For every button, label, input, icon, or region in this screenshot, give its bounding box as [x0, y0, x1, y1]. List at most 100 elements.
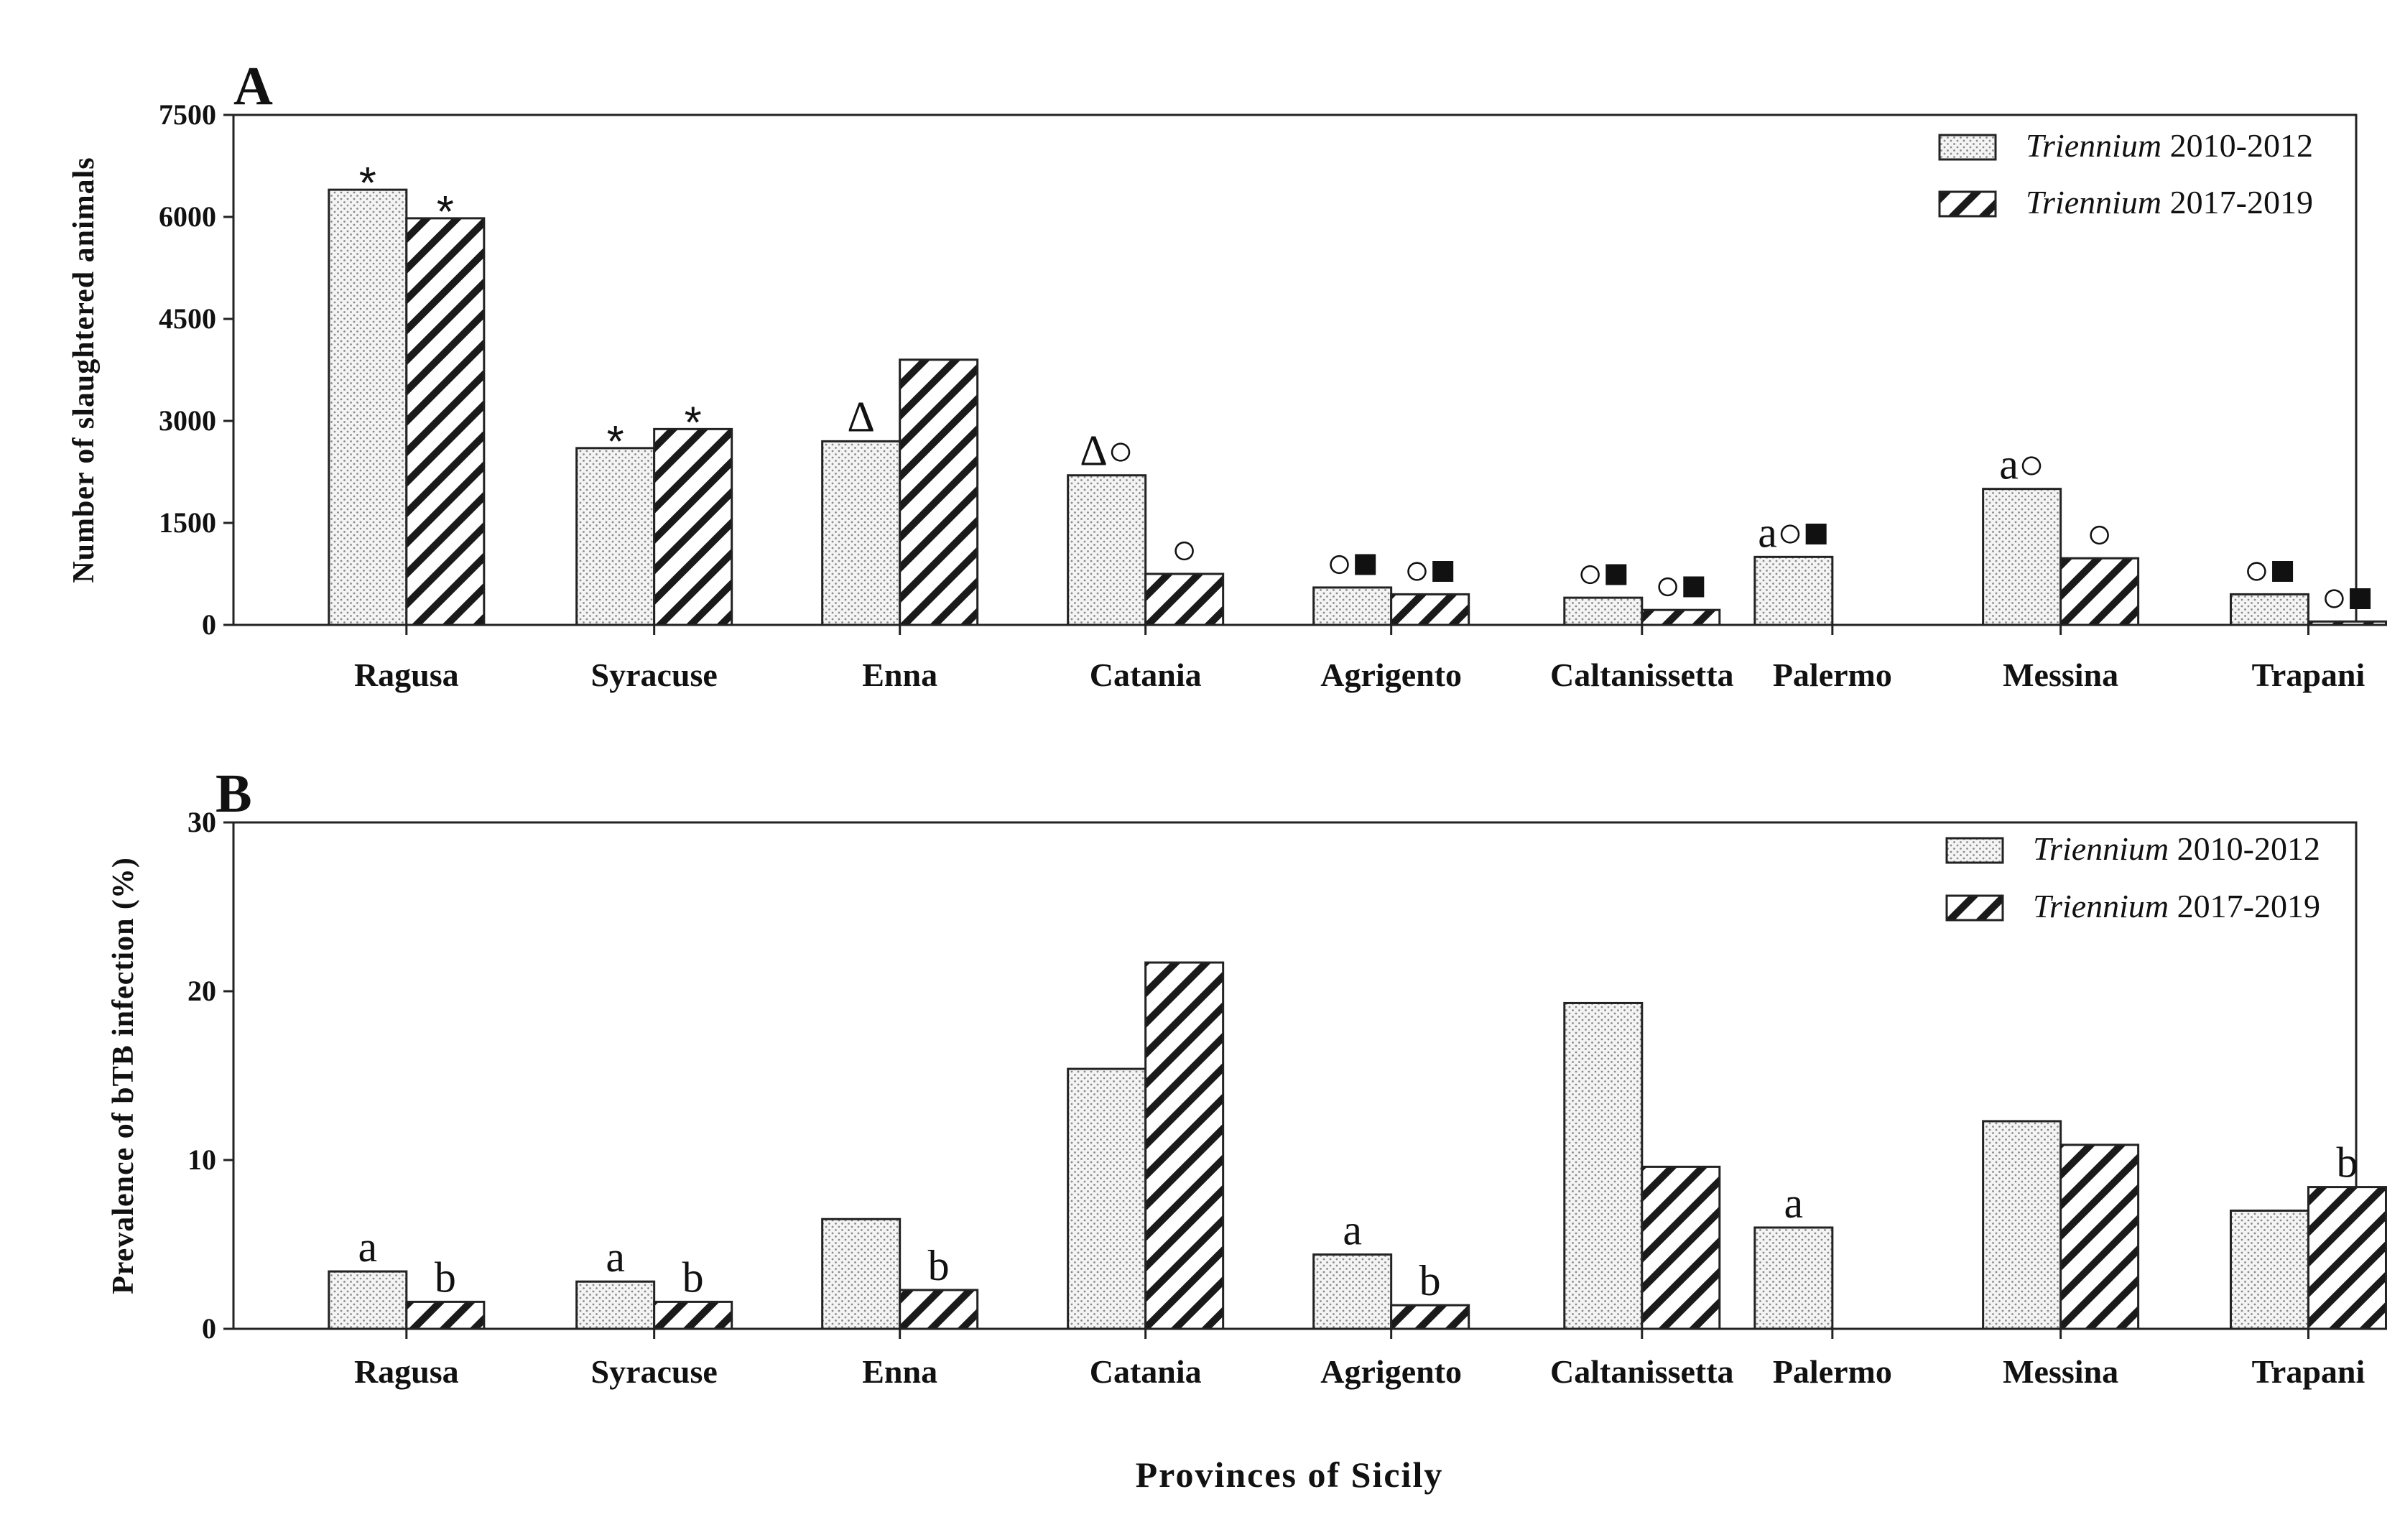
legend-label: Triennium 2017-2019	[2033, 888, 2320, 924]
bar-2017-2019	[653, 427, 733, 626]
bar-2017-2019	[1144, 961, 1225, 1330]
significance-marker: Δ○	[1080, 427, 1134, 475]
bar-2017-2019	[899, 1289, 979, 1330]
x-tick-label: Caltanissetta	[1550, 657, 1734, 693]
panel-label: A	[233, 56, 273, 116]
x-axis-label: Provinces of Sicily	[1136, 1455, 1444, 1495]
legend-swatch	[1945, 837, 2004, 864]
bar-2017-2019	[2307, 620, 2387, 626]
x-tick-label: Palermo	[1773, 1353, 1892, 1390]
significance-marker: *	[685, 398, 702, 447]
x-tick-label: Syracuse	[591, 657, 718, 693]
legend-swatch	[1945, 894, 2004, 922]
y-tick-label: 6000	[159, 200, 216, 233]
significance-marker: ○■	[2243, 546, 2295, 593]
plot-frame	[232, 113, 2358, 626]
x-tick-label: Palermo	[1773, 657, 1892, 693]
x-tick-label: Ragusa	[354, 1353, 459, 1390]
bar-2017-2019	[1390, 593, 1470, 626]
significance-marker: ○	[1172, 526, 1197, 573]
significance-marker: Δ	[847, 393, 875, 440]
panel-label: B	[216, 764, 252, 824]
legend-label: Triennium 2010-2012	[2026, 127, 2313, 164]
bar-2010-2012	[2229, 593, 2309, 626]
significance-marker: b	[435, 1253, 456, 1301]
y-tick-label: 20	[187, 975, 216, 1007]
bar-2010-2012	[1067, 474, 1147, 626]
significance-marker: ○■	[1655, 562, 1707, 609]
bar-2010-2012	[1563, 1001, 1644, 1330]
bar-2010-2012	[2229, 1210, 2309, 1330]
panel-a: 0 1500 3000 4500 6000 7500 Number of slaughter…	[68, 56, 2387, 693]
bar-2010-2012	[821, 1217, 902, 1330]
bar-2010-2012	[1067, 1067, 1147, 1330]
x-tick-label: Ragusa	[354, 657, 459, 693]
bar-2017-2019	[1144, 572, 1225, 626]
legend-swatch	[1938, 134, 1997, 161]
y-tick-label: 0	[202, 1312, 216, 1345]
legend-label: Triennium 2017-2019	[2026, 184, 2313, 221]
x-tick-label: Catania	[1090, 657, 1202, 693]
bar-2010-2012	[328, 188, 408, 626]
x-tick-label: Enna	[862, 657, 937, 693]
y-tick-label: 30	[187, 806, 216, 838]
x-tick-label: Catania	[1090, 1353, 1202, 1390]
significance-marker: ○	[2087, 510, 2113, 557]
significance-marker: a○	[1999, 441, 2044, 488]
y-tick-label: 1500	[159, 506, 216, 539]
bar-2017-2019	[2059, 1144, 2140, 1330]
y-tick-label: 0	[202, 608, 216, 641]
legend-swatch	[1938, 190, 1997, 218]
x-tick-label: Agrigento	[1320, 657, 1462, 693]
bar-2010-2012	[821, 440, 902, 626]
x-tick-label: Trapani	[2252, 1353, 2365, 1390]
x-tick-label: Caltanissetta	[1550, 1353, 1734, 1390]
bar-2010-2012	[328, 1270, 408, 1330]
bar-2017-2019	[1641, 1165, 1721, 1330]
significance-marker: *	[437, 187, 454, 237]
bar-2017-2019	[653, 1300, 733, 1330]
bar-2017-2019	[405, 1300, 486, 1330]
y-tick-label: 7500	[159, 98, 216, 131]
bar-2017-2019	[899, 358, 979, 626]
bar-2010-2012	[1312, 586, 1393, 626]
significance-marker: *	[359, 159, 376, 208]
y-tick-label: 3000	[159, 404, 216, 437]
y-axis-label: Prevalence of bTB infection (%)	[107, 857, 140, 1294]
plot-frame	[232, 821, 2358, 1330]
significance-marker: a○■	[1758, 509, 1829, 556]
legend-label: Triennium 2010-2012	[2033, 830, 2320, 867]
bar-2017-2019	[1641, 608, 1721, 626]
significance-marker: b	[2336, 1139, 2358, 1187]
bar-2010-2012	[1563, 596, 1644, 626]
significance-marker: a	[1784, 1179, 1804, 1227]
bar-2010-2012	[1982, 1120, 2062, 1330]
x-tick-label: Trapani	[2252, 657, 2365, 693]
bar-2017-2019	[405, 217, 486, 626]
significance-marker: a	[606, 1233, 625, 1281]
bar-2010-2012	[1753, 555, 1834, 626]
significance-marker: ○■	[1577, 549, 1629, 597]
significance-marker: ○■	[1404, 546, 1455, 593]
significance-marker: a	[358, 1223, 378, 1271]
x-tick-label: Agrigento	[1320, 1353, 1462, 1390]
y-tick-label: 10	[187, 1144, 216, 1176]
bar-2010-2012	[1982, 488, 2062, 626]
x-tick-label: Messina	[2003, 1353, 2118, 1390]
bar-2010-2012	[1753, 1226, 1834, 1330]
panel-b: 0 10 20 30 Prevalence of bTB infection (%) B R…	[107, 764, 2387, 1390]
bar-2017-2019	[2059, 557, 2140, 626]
significance-marker: b	[1419, 1257, 1441, 1304]
bar-2010-2012	[575, 447, 656, 626]
x-tick-label: Enna	[862, 1353, 937, 1390]
bar-2010-2012	[1312, 1253, 1393, 1330]
x-tick-label: Syracuse	[591, 1353, 718, 1390]
x-tick-label: Messina	[2003, 657, 2118, 693]
significance-marker: ○■	[2321, 573, 2373, 621]
y-tick-label: 4500	[159, 302, 216, 335]
bar-2017-2019	[1390, 1304, 1470, 1330]
significance-marker: b	[928, 1242, 950, 1289]
y-axis-label: Number of slaughtered animals	[68, 157, 101, 583]
significance-marker: a	[1343, 1207, 1362, 1254]
